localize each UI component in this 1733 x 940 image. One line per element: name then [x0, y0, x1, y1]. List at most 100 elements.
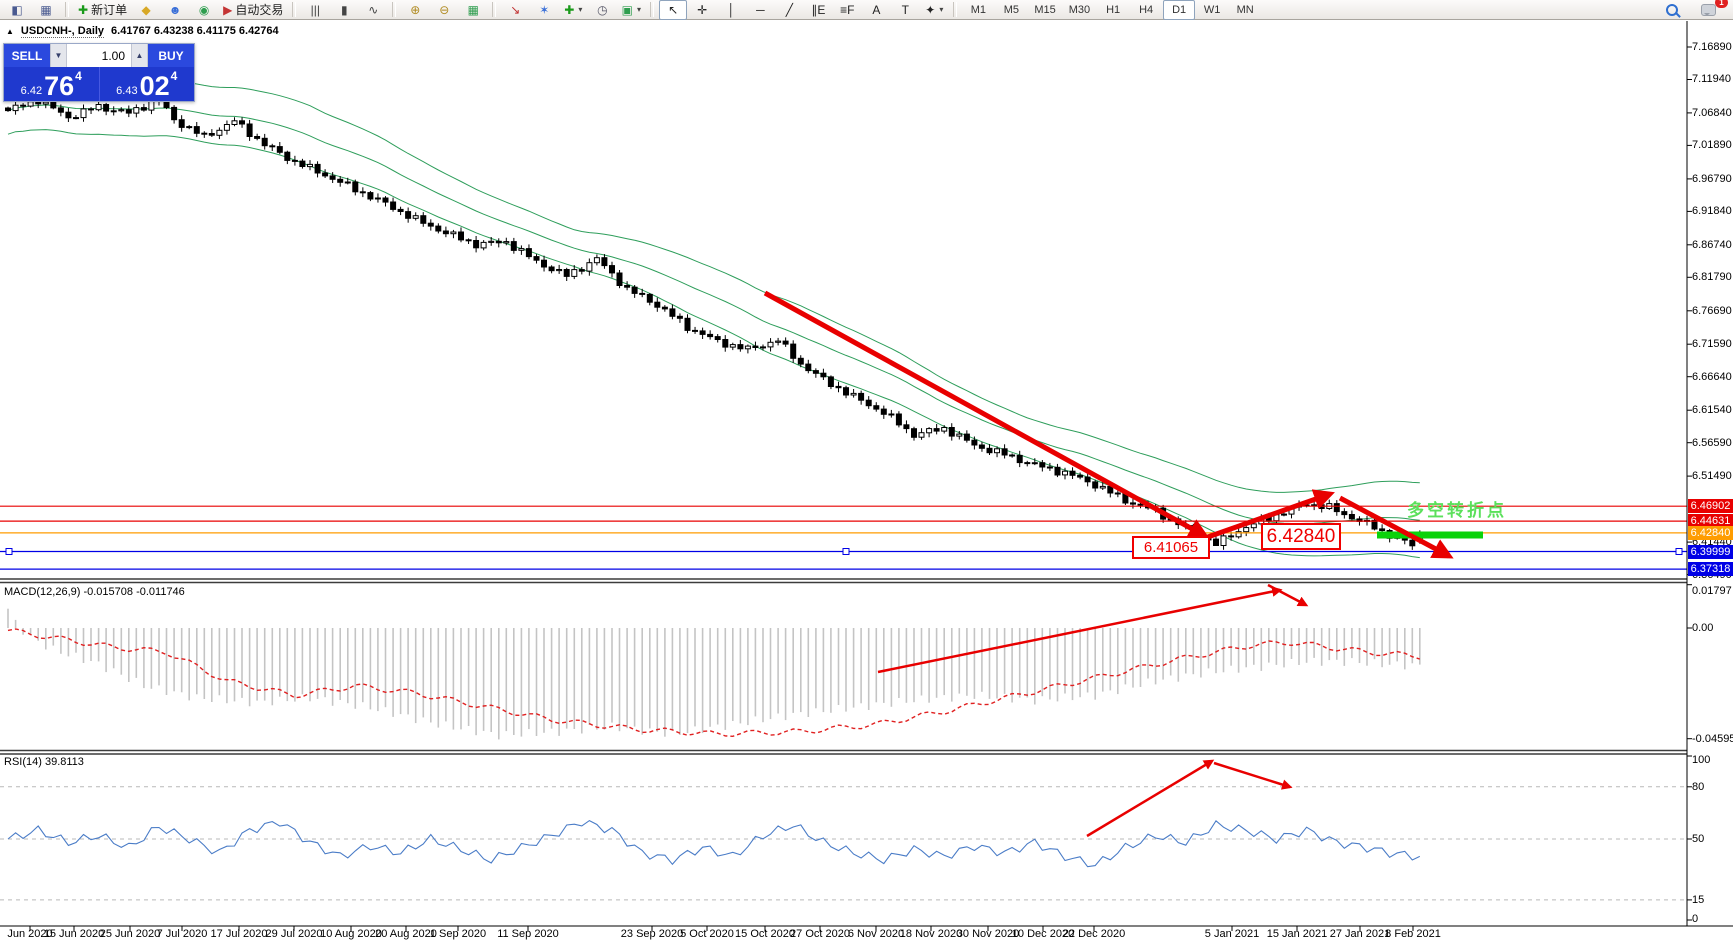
bar-chart-icon[interactable]: |||: [301, 0, 329, 20]
trend-arrow[interactable]: [1204, 489, 1335, 541]
line-handle[interactable]: [5, 548, 13, 555]
signals-icon[interactable]: ◉: [190, 0, 218, 20]
sell-button[interactable]: SELL: [4, 44, 50, 67]
toolbar-separator: [953, 2, 958, 17]
toolbar-right-group: 1: [1658, 0, 1730, 20]
pane-separators[interactable]: [0, 578, 1687, 755]
notification-badge: 1: [1715, 0, 1728, 8]
candles: [5, 94, 1423, 550]
dropdown-caret-icon: ▾: [939, 5, 944, 14]
buy-price-big: 02: [139, 71, 170, 101]
volume-decrease-button[interactable]: ▼: [50, 44, 67, 67]
new-order-dropdown-icon-glyph: ✚: [564, 2, 575, 17]
text-tool-icon[interactable]: A: [862, 0, 890, 20]
market-watch-icon[interactable]: ▦: [32, 0, 60, 20]
metaeditor-icon[interactable]: ◆: [132, 0, 160, 20]
label-tool-icon[interactable]: T: [891, 0, 919, 20]
magnifier-glyph: [1666, 3, 1681, 18]
bar-chart-icon-glyph: |||: [310, 2, 320, 17]
toolbar-separator: [392, 2, 397, 17]
timeframe-w1-button[interactable]: W1: [1203, 3, 1221, 16]
sell-price[interactable]: 6.42 76 4: [4, 67, 99, 101]
timeframe-mn-button[interactable]: MN: [1236, 3, 1254, 16]
line-handle[interactable]: [842, 548, 850, 555]
buy-button[interactable]: BUY: [148, 44, 194, 67]
macd-signal-line: [7, 628, 1421, 738]
text-tool-icon-glyph: A: [872, 2, 881, 17]
timeframe-h4-button[interactable]: H4: [1139, 3, 1154, 16]
arrows-tool-icon[interactable]: ✦ ▾: [920, 0, 948, 20]
trend-arrow[interactable]: [877, 586, 1283, 674]
autotrading-button[interactable]: ▶ 自动交易: [219, 0, 287, 20]
trend-arrows[interactable]: [763, 290, 1454, 838]
zoom-out-icon[interactable]: ⊖: [430, 0, 458, 20]
chat-bubble-glyph: [1700, 3, 1716, 16]
zoom-in-icon[interactable]: ⊕: [401, 0, 429, 20]
timeframe-m1-button[interactable]: M1: [970, 3, 986, 16]
fibonacci-tool-icon[interactable]: ≡F: [833, 0, 861, 20]
new-chart-icon[interactable]: ◧: [3, 0, 31, 20]
price-callout-low[interactable]: 6.41065: [1132, 536, 1210, 559]
timeframe-d1-button[interactable]: D1: [1163, 0, 1196, 20]
buy-price-sup: 4: [170, 69, 178, 83]
new-order-dropdown-icon[interactable]: ✚ ▾: [559, 0, 587, 20]
notifications-icon[interactable]: 1: [1694, 0, 1728, 20]
trend-arrow[interactable]: [1086, 759, 1215, 838]
line-handle[interactable]: [1675, 548, 1683, 555]
toolbar-separator: [492, 2, 497, 17]
turning-point-label[interactable]: 多空转折点: [1407, 501, 1507, 520]
indicator-windows-icon[interactable]: ✶: [530, 0, 558, 20]
vertical-line-tool-icon[interactable]: │: [717, 0, 745, 20]
new-chart-icon-glyph: ◧: [11, 2, 23, 17]
buy-price[interactable]: 6.43 02 4: [98, 67, 194, 101]
line-chart-icon[interactable]: ∿: [359, 0, 387, 20]
search-icon[interactable]: [1658, 0, 1686, 20]
indicators-icon[interactable]: ↘: [501, 0, 529, 20]
toolbar-separator: [292, 2, 297, 17]
timeframe-m15-button[interactable]: M15: [1034, 3, 1056, 16]
volume-input[interactable]: [67, 44, 131, 67]
sell-price-small: 6.42: [20, 85, 43, 97]
sell-price-big: 76: [44, 71, 75, 101]
arrows-tool-icon-glyph: ✦: [925, 2, 936, 17]
collapse-icon[interactable]: ▲: [6, 27, 14, 36]
trade-panel-row-top: SELL ▼ ▲ BUY: [4, 44, 194, 67]
dropdown-caret-icon: ▾: [578, 5, 583, 14]
chart-title: ▲ USDCNH-, Daily 6.41767 6.43238 6.41175…: [6, 25, 279, 38]
toolbar-items: ◧ ▦ ✚ 新订单 ◆ ☻ ◉ ▶ 自动交易 ||| ▮ ∿ ⊕ ⊖ ▦ ↘ ✶ ✚ ▾ ◷ ▣ ▾ ↖ ✛ │ ─ ╱ ∥E ≡F A T…: [3, 0, 1261, 20]
timeframe-m30-button[interactable]: M30: [1068, 3, 1091, 16]
trend-arrow[interactable]: [1267, 583, 1309, 607]
trendline-tool-icon[interactable]: ╱: [775, 0, 803, 20]
tile-windows-icon[interactable]: ▦: [459, 0, 487, 20]
timeframe-m5-button[interactable]: M5: [1003, 3, 1019, 16]
period-clock-icon[interactable]: ◷: [588, 0, 616, 20]
price-callout-high[interactable]: 6.42840: [1261, 523, 1341, 550]
new-order-button-glyph: ✚: [78, 2, 89, 17]
community-icon-glyph: ☻: [168, 2, 182, 17]
cursor-tool-icon[interactable]: ↖: [659, 0, 688, 20]
bollinger-bands: [7, 79, 1420, 559]
zoom-in-icon-glyph: ⊕: [410, 2, 421, 17]
market-watch-icon-glyph: ▦: [40, 2, 52, 17]
axis-ticks: [29, 46, 1692, 931]
channel-tool-icon[interactable]: ∥E: [804, 0, 832, 20]
toolbar: ◧ ▦ ✚ 新订单 ◆ ☻ ◉ ▶ 自动交易 ||| ▮ ∿ ⊕ ⊖ ▦ ↘ ✶ ✚ ▾ ◷ ▣ ▾ ↖ ✛ │ ─ ╱ ∥E ≡F A T…: [0, 0, 1733, 20]
crosshair-tool-icon[interactable]: ✛: [688, 0, 716, 20]
indicators-icon-glyph: ↘: [510, 2, 521, 17]
rsi-label: RSI(14) 39.8113: [4, 756, 84, 768]
community-icon[interactable]: ☻: [161, 0, 189, 20]
rsi-level-lines: [0, 786, 1687, 901]
new-order-button[interactable]: ✚ 新订单: [74, 0, 131, 20]
horizontal-line-tool-icon[interactable]: ─: [746, 0, 774, 20]
trend-arrow[interactable]: [1213, 761, 1293, 790]
macd-histogram: [7, 608, 1421, 740]
timeframe-h1-button[interactable]: H1: [1106, 3, 1121, 16]
trend-arrow[interactable]: [763, 290, 1210, 539]
volume-increase-button[interactable]: ▲: [131, 44, 148, 67]
trendline-tool-icon-glyph: ╱: [785, 2, 793, 17]
templates-icon[interactable]: ▣ ▾: [617, 0, 645, 20]
candlestick-chart-icon[interactable]: ▮: [330, 0, 358, 20]
sell-price-sup: 4: [75, 69, 82, 83]
trend-arrow[interactable]: [1338, 495, 1454, 559]
